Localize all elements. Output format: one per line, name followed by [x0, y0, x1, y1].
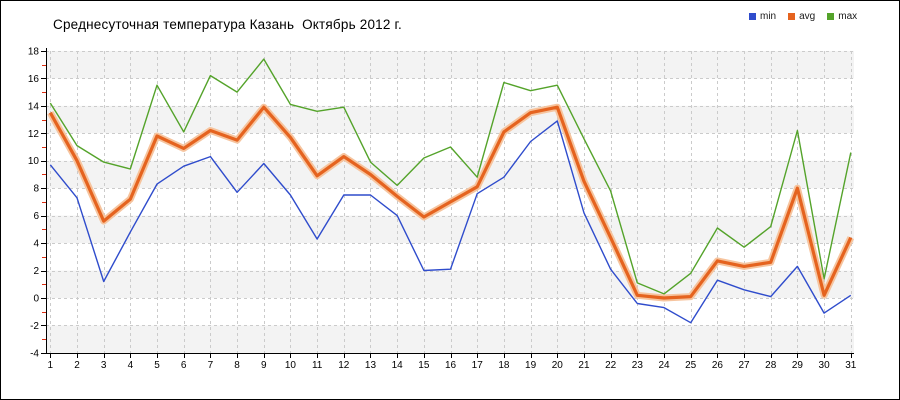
x-tick-label: 22 — [605, 360, 617, 371]
axes — [46, 48, 854, 354]
legend-swatch-avg — [788, 13, 796, 20]
series-max-line — [49, 58, 852, 295]
y-tick-label: 10 — [28, 156, 40, 167]
y-tick-label: 12 — [28, 129, 40, 140]
y-tick-label: 0 — [33, 294, 39, 305]
gridlines — [46, 51, 854, 353]
x-tick-label: 19 — [525, 360, 537, 371]
x-tick-label: 21 — [578, 360, 590, 371]
legend-item-avg: avg — [788, 11, 815, 22]
x-tick-label: 30 — [819, 360, 831, 371]
x-tick-label: 29 — [792, 360, 804, 371]
x-tick-label: 27 — [739, 360, 751, 371]
x-tick-label: 14 — [392, 360, 404, 371]
x-tick-label: 13 — [365, 360, 377, 371]
legend-item-max: max — [827, 11, 857, 22]
x-tick-label: 15 — [418, 360, 430, 371]
x-tick-label: 25 — [685, 360, 697, 371]
x-tick-label: 1 — [48, 360, 54, 371]
x-tick-label: 8 — [234, 360, 240, 371]
y-tick-label: 14 — [28, 101, 40, 112]
x-tick-label: 10 — [285, 360, 297, 371]
x-tick-label: 31 — [845, 360, 857, 371]
x-tick-label: 5 — [154, 360, 160, 371]
x-tick-label: 26 — [712, 360, 724, 371]
x-tick-label: 4 — [128, 360, 134, 371]
legend-swatch-max — [827, 13, 835, 20]
x-tick-group: 1 2 3 4 5 6 7 8 9 10 11 12 13 14 15 16 17 18 19 20 21 22 23 24 2… — [48, 353, 857, 371]
series-min-line — [49, 120, 852, 324]
legend-swatch-min — [749, 13, 756, 20]
chart-title: Среднесуточная температура Казань Октябр… — [53, 17, 402, 32]
y-tick-label: 6 — [33, 211, 39, 222]
background-bands — [46, 50, 854, 353]
legend-item-min: min — [749, 11, 776, 22]
x-tick-label: 12 — [338, 360, 350, 371]
x-tick-label: 28 — [765, 360, 777, 371]
y-tick-label: 8 — [33, 184, 39, 195]
y-tick-label: -4 — [30, 348, 39, 359]
legend-label-max: max — [838, 11, 858, 22]
y-tick-label: 4 — [33, 239, 39, 250]
x-tick-label: 23 — [632, 360, 644, 371]
y-tick-label: 16 — [28, 74, 40, 85]
legend-label-avg: avg — [799, 11, 816, 22]
x-tick-label: 6 — [181, 360, 187, 371]
x-tick-label: 9 — [261, 360, 267, 371]
x-tick-label: 24 — [658, 360, 670, 371]
x-tick-label: 20 — [552, 360, 564, 371]
x-tick-label: 17 — [472, 360, 484, 371]
y-tick-label: 2 — [33, 266, 39, 277]
y-tick-label: -2 — [30, 321, 39, 332]
x-tick-label: 7 — [208, 360, 214, 371]
y-tick-label: 18 — [28, 46, 40, 57]
x-tick-label: 16 — [445, 360, 457, 371]
legend: min avg max — [749, 11, 857, 22]
x-tick-label: 18 — [498, 360, 510, 371]
x-tick-label: 2 — [74, 360, 80, 371]
series-avg-line — [48, 105, 853, 300]
legend-label-min: min — [760, 11, 777, 22]
y-tick-group: -4 -2 0 2 4 6 8 10 12 14 16 18 — [28, 46, 46, 359]
x-tick-label: 11 — [312, 360, 323, 371]
x-tick-label: 3 — [101, 360, 107, 371]
